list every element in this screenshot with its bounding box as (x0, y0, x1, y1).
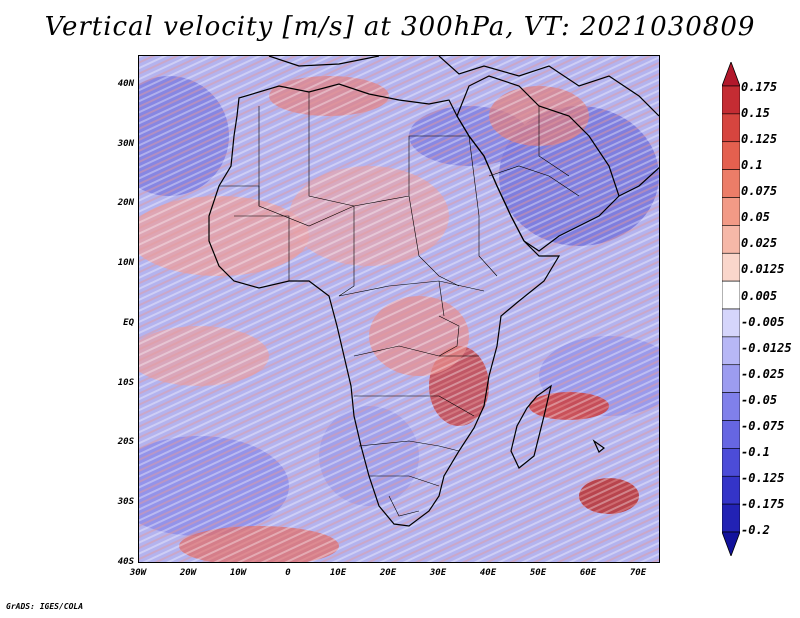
lon-tick: 10W (229, 568, 247, 578)
colorbar-swatch (722, 392, 740, 421)
colorbar (722, 62, 740, 556)
grads-credit: GrADS: IGES/COLA (6, 602, 84, 611)
streak-texture (139, 56, 659, 562)
lat-tick: 30N (117, 139, 134, 149)
lat-tick: 20S (117, 437, 134, 447)
colorbar-swatch (722, 113, 740, 143)
colorbar-label: -0.005 (741, 315, 785, 329)
colorbar-bottom-arrow (722, 531, 740, 556)
lon-tick: 50E (529, 568, 547, 578)
colorbar-label: -0.2 (741, 523, 770, 537)
lat-tick: 10S (117, 378, 134, 388)
lon-tick: 30W (129, 568, 147, 578)
colorbar-label: 0.075 (741, 184, 778, 198)
lon-tick: 10E (329, 568, 347, 578)
coastlines (208, 56, 659, 527)
colorbar-label: 0.025 (741, 236, 778, 250)
lon-tick: 70E (629, 568, 647, 578)
lat-tick: 20N (117, 198, 134, 208)
colorbar-swatch (722, 364, 740, 393)
lat-tick: 10N (117, 258, 134, 268)
colorbar-top-arrow (722, 62, 740, 87)
colorbar-swatch (722, 475, 740, 505)
colorbar-swatch (722, 280, 740, 310)
colorbar-swatch (722, 85, 740, 115)
colorbar-swatch (722, 252, 740, 282)
colorbar-label: -0.175 (741, 497, 785, 511)
velocity-field-map (139, 56, 659, 562)
lon-tick: 30E (429, 568, 447, 578)
colorbar-label: -0.05 (741, 393, 778, 407)
colorbar-label: -0.075 (741, 419, 785, 433)
lon-tick: 0 (285, 568, 291, 578)
lat-tick: 40N (117, 79, 134, 89)
colorbar-label: -0.1 (741, 445, 770, 459)
colorbar-label: 0.175 (741, 80, 778, 94)
colorbar-label: -0.0125 (741, 341, 792, 355)
colorbar-label: 0.005 (741, 289, 778, 303)
colorbar-swatch (722, 420, 740, 449)
colorbar-label: 0.15 (741, 106, 770, 120)
colorbar-swatch (722, 503, 740, 533)
lat-tick: 40S (117, 557, 134, 567)
colorbar-label: 0.1 (741, 158, 763, 172)
lat-tick: EQ (123, 318, 134, 328)
chart-title: Vertical velocity [m/s] at 300hPa, VT: 2… (44, 12, 756, 42)
colorbar-swatch (722, 197, 740, 226)
colorbar-label: -0.025 (741, 367, 785, 381)
colorbar-swatch (722, 336, 740, 366)
lon-tick: 20W (179, 568, 197, 578)
colorbar-label: 0.125 (741, 132, 778, 146)
lat-tick: 30S (117, 497, 134, 507)
colorbar-swatch (722, 225, 740, 254)
colorbar-swatch (722, 141, 740, 170)
colorbar-swatch (722, 448, 740, 477)
map-panel (138, 55, 660, 563)
colorbar-swatch (722, 169, 740, 198)
lon-tick: 20E (379, 568, 397, 578)
colorbar-label: -0.125 (741, 471, 785, 485)
lon-tick: 40E (479, 568, 497, 578)
colorbar-label: 0.0125 (741, 262, 785, 276)
colorbar-label: 0.05 (741, 210, 770, 224)
colorbar-swatch (722, 308, 740, 338)
lon-tick: 60E (579, 568, 597, 578)
country-borders (219, 92, 580, 517)
